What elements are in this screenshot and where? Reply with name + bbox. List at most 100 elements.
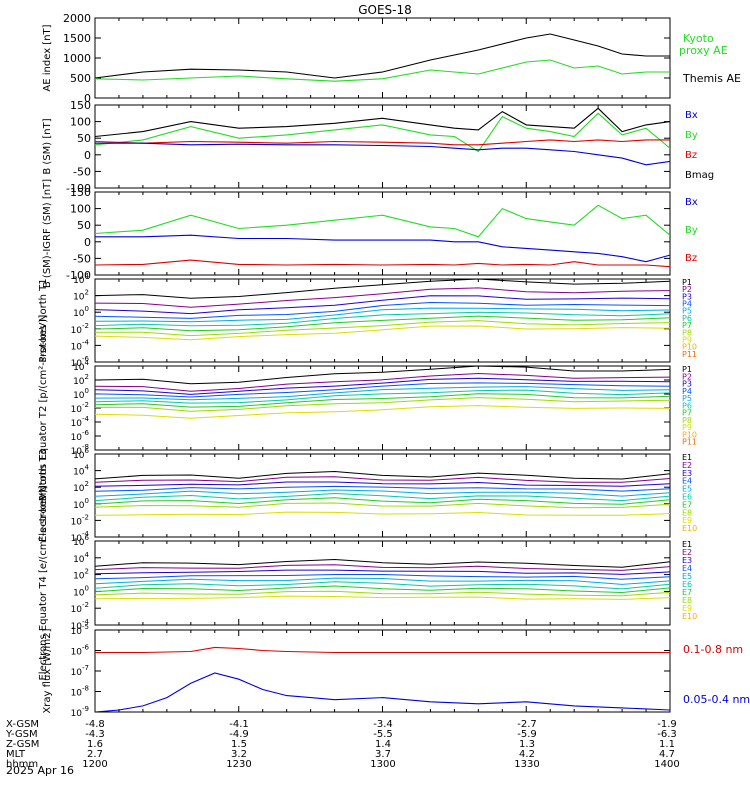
channel-label-p1: P1 bbox=[682, 365, 692, 374]
channel-flux-line bbox=[95, 492, 670, 502]
channel-flux-line bbox=[95, 295, 670, 315]
channel-label-e1: E1 bbox=[682, 453, 692, 462]
plot-area bbox=[95, 558, 670, 600]
y-tick-label: 2000 bbox=[63, 12, 91, 25]
channel-flux-line bbox=[95, 489, 670, 497]
series-line-themis-ae bbox=[95, 33, 670, 79]
y-tick-label: 150 bbox=[70, 186, 91, 199]
orbit-value: 4.7 bbox=[659, 749, 675, 760]
orbit-value: 1.5 bbox=[231, 739, 247, 750]
channel-label-p3: P3 bbox=[682, 292, 692, 301]
channel-flux-line bbox=[95, 393, 670, 408]
y-tick-label: 0 bbox=[84, 92, 91, 105]
plot-area bbox=[95, 107, 670, 166]
orbit-value: 1230 bbox=[226, 759, 251, 770]
figure-title: GOES-18 bbox=[358, 3, 412, 17]
legend-themis-ae: Themis AE bbox=[682, 72, 741, 85]
orbit-row-label: MLT bbox=[6, 749, 26, 760]
channel-label-e6: E6 bbox=[682, 493, 692, 502]
y-tick-label: 150 bbox=[70, 99, 91, 112]
orbit-value: -4.8 bbox=[85, 719, 105, 730]
orbit-row-label: X-GSM bbox=[6, 719, 39, 730]
date-label: 2025 Apr 16 bbox=[6, 764, 74, 777]
channel-flux-line bbox=[95, 595, 670, 600]
channel-flux-line bbox=[95, 476, 670, 483]
orbit-value: 1.6 bbox=[87, 739, 103, 750]
y-tick-label: 10-2 bbox=[71, 322, 89, 336]
channel-label-e3: E3 bbox=[682, 556, 692, 565]
panel-7: 10-4 10-2 100 102 104 106 Electrons Equator T4… bbox=[38, 485, 697, 680]
channel-label-p9: P9 bbox=[682, 423, 692, 432]
channel-flux-line bbox=[95, 481, 670, 487]
y-tick-label: 100 bbox=[73, 584, 89, 598]
orbit-value: -4.9 bbox=[229, 729, 249, 740]
orbit-value: 1300 bbox=[370, 759, 395, 770]
channel-label-e6: E6 bbox=[682, 580, 692, 589]
channel-flux-line bbox=[95, 502, 670, 509]
y-axis-label: Electrons Equator T4 [e/(cm²-s-sr-keV)] bbox=[38, 485, 49, 680]
orbit-row-label: hhmm bbox=[6, 759, 38, 770]
channel-flux-line bbox=[95, 497, 670, 505]
channel-flux-line bbox=[95, 386, 670, 401]
channel-flux-line bbox=[95, 581, 670, 590]
orbit-value: 1.1 bbox=[659, 739, 675, 750]
legend-kyoto-proxy-ae: Kyoto bbox=[683, 32, 714, 45]
channel-label-p10: P10 bbox=[682, 343, 697, 352]
orbit-value: -6.3 bbox=[657, 729, 677, 740]
channel-label-p2: P2 bbox=[682, 285, 692, 294]
orbit-value: 1.4 bbox=[375, 739, 391, 750]
channel-flux-line bbox=[95, 372, 670, 392]
channel-label-p7: P7 bbox=[682, 321, 692, 330]
y-tick-label: 104 bbox=[73, 272, 89, 286]
y-tick-label: 10-8 bbox=[71, 685, 89, 699]
panel-2: -100 -50 0 50 100 150 B (SM) [nT] Bx By Bz Bmag bbox=[42, 99, 714, 195]
channel-flux-line bbox=[95, 585, 670, 594]
orbit-value: 1400 bbox=[654, 759, 679, 770]
channel-label-p5: P5 bbox=[682, 307, 692, 316]
channel-flux-line bbox=[95, 577, 670, 585]
y-tick-label: 102 bbox=[73, 373, 89, 387]
orbit-value: -5.5 bbox=[373, 729, 393, 740]
channel-label-p11: P11 bbox=[682, 438, 697, 447]
orbit-row-label: Y-GSM bbox=[5, 729, 38, 740]
channel-flux-line bbox=[95, 397, 670, 412]
channel-label-e7: E7 bbox=[682, 500, 692, 509]
orbit-value: -1.9 bbox=[657, 719, 677, 730]
channel-flux-line bbox=[95, 377, 670, 395]
channel-label-e9: E9 bbox=[682, 516, 692, 525]
channel-flux-line bbox=[95, 279, 670, 299]
legend-kyoto-proxy-ae: proxy AE bbox=[679, 44, 728, 57]
channel-flux-line bbox=[95, 325, 670, 341]
channel-label-e4: E4 bbox=[682, 477, 692, 486]
y-tick-label: 106 bbox=[73, 447, 89, 461]
series-line-bmag bbox=[95, 107, 670, 138]
panel-8: 10-9 10-8 10-7 10-6 10-5 Xray flux [W/m2] 0.1-… bbox=[42, 623, 750, 719]
channel-label-e2: E2 bbox=[682, 548, 692, 557]
channel-label-e8: E8 bbox=[682, 596, 692, 605]
channel-label-e8: E8 bbox=[682, 508, 692, 517]
panel-frame bbox=[94, 17, 671, 99]
plot-area bbox=[95, 204, 670, 268]
y-axis-label: B (SM) [nT] bbox=[42, 118, 53, 174]
y-tick-label: 102 bbox=[73, 568, 89, 582]
channel-label-p1: P1 bbox=[682, 278, 692, 287]
channel-label-p7: P7 bbox=[682, 409, 692, 418]
y-tick-label: 10-4 bbox=[71, 338, 90, 352]
y-tick-label: 100 bbox=[73, 387, 89, 401]
channel-flux-line bbox=[95, 511, 670, 516]
legend-0-05-0-4-nm: 0.05-0.4 nm bbox=[683, 693, 750, 706]
y-tick-label: 10-2 bbox=[71, 601, 89, 615]
y-tick-label: 104 bbox=[73, 464, 89, 478]
orbit-value: 4.2 bbox=[519, 749, 535, 760]
y-tick-label: 10-2 bbox=[71, 513, 89, 527]
channel-flux-line bbox=[95, 405, 670, 419]
legend-by: By bbox=[685, 225, 698, 236]
legend-by: By bbox=[685, 130, 698, 141]
legend-bx: Bx bbox=[685, 110, 698, 121]
y-axis-label: Protons Equator T2 [p/(cm²-s-sr-keV)] bbox=[38, 315, 49, 502]
channel-label-p4: P4 bbox=[682, 387, 692, 396]
series-line-bx bbox=[95, 234, 670, 263]
